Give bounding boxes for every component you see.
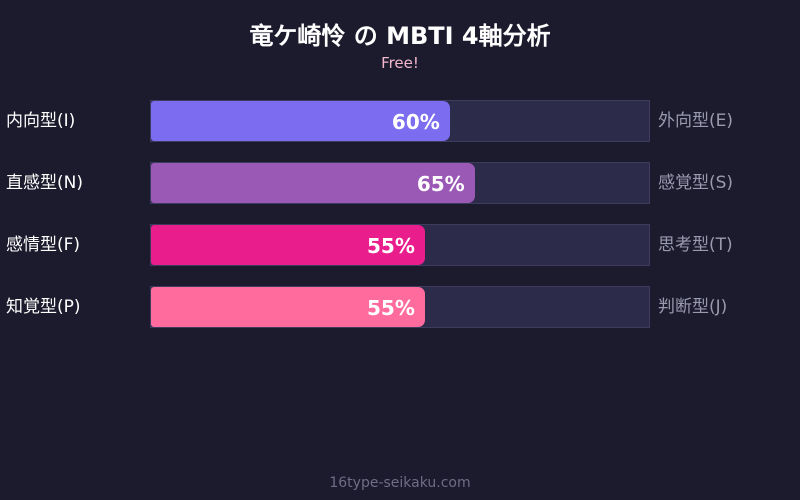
bar-fill: 60% [151, 101, 450, 141]
bar-left-label: 直感型(N) [6, 173, 83, 193]
bar-row: 内向型(I) 60% 外向型(E) [0, 100, 800, 142]
chart-subtitle: Free! [381, 54, 419, 72]
bar-left-label: 内向型(I) [6, 111, 76, 131]
bar-right-label: 思考型(T) [658, 235, 733, 255]
bar-fill: 55% [151, 225, 425, 265]
bar-track: 60% [150, 100, 650, 142]
bar-value-label: 55% [367, 296, 415, 320]
site-footer: 16type-seikaku.com [329, 475, 471, 491]
bar-value-label: 65% [416, 172, 465, 196]
bar-value-label: 60% [391, 110, 440, 134]
bar-right-label: 感覚型(S) [658, 173, 734, 193]
bar-fill: 55% [151, 287, 425, 327]
bar-row: 知覚型(P) 55% 判断型(J) [0, 286, 800, 328]
bar-row: 直感型(N) 65% 感覚型(S) [0, 162, 800, 204]
bar-value-label: 55% [367, 234, 415, 258]
bar-left-label: 知覚型(P) [6, 297, 81, 317]
bar-right-label: 外向型(E) [658, 111, 734, 131]
bar-row: 感情型(F) 55% 思考型(T) [0, 224, 800, 266]
bar-left-label: 感情型(F) [6, 235, 81, 255]
bar-track: 65% [150, 162, 650, 204]
chart-title: 竜ケ崎怜 の MBTI 4軸分析 [249, 22, 551, 50]
bar-track: 55% [150, 224, 650, 266]
bar-track: 55% [150, 286, 650, 328]
bar-fill: 65% [151, 163, 475, 203]
bar-right-label: 判断型(J) [658, 297, 728, 317]
